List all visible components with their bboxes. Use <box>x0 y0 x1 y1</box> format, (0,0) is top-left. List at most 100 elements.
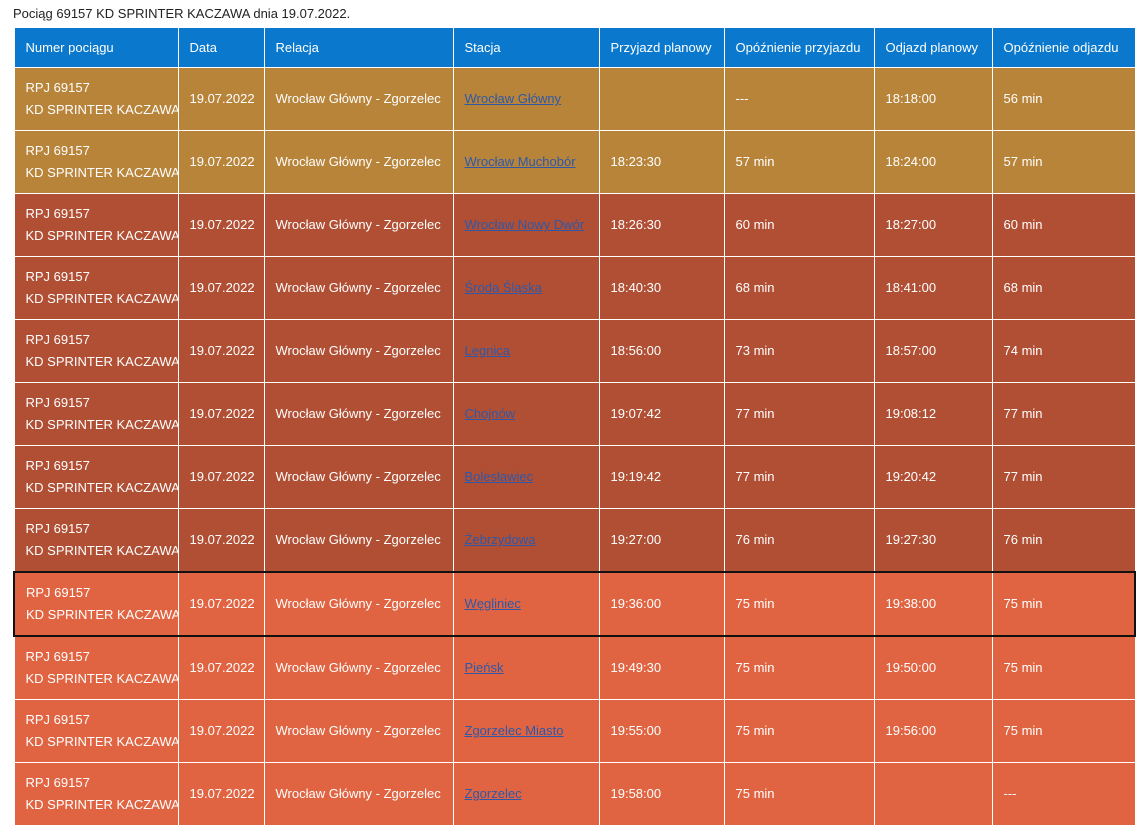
station-link[interactable]: Środa Śląska <box>464 280 542 295</box>
train-line: RPJ 69157 <box>25 143 90 158</box>
departure-delay-cell: 68 min <box>991 256 1136 320</box>
page-title: Pociąg 69157 KD SPRINTER KACZAWA dnia 19… <box>13 6 351 21</box>
arrival-delay-cell: 68 min <box>723 256 875 320</box>
departure-delay-cell: 57 min <box>991 130 1136 194</box>
relation-cell: Wrocław Główny - Zgorzelec <box>263 508 454 573</box>
relation-cell: Wrocław Główny - Zgorzelec <box>263 635 454 700</box>
train-cell: RPJ 69157 KD SPRINTER KACZAWA <box>13 193 179 257</box>
arrival-delay-cell: 75 min <box>723 571 875 637</box>
relation-cell: Wrocław Główny - Zgorzelec <box>263 699 454 763</box>
table-row: RPJ 69157 KD SPRINTER KACZAWA 19.07.2022 Wr… <box>13 635 1136 700</box>
column-header: Opóźnienie przyjazdu <box>723 28 875 68</box>
train-cell: RPJ 69157 KD SPRINTER KACZAWA <box>13 382 179 446</box>
arrival-cell: 18:56:00 <box>598 319 725 383</box>
relation-cell: Wrocław Główny - Zgorzelec <box>263 571 454 637</box>
station-link[interactable]: Wrocław Główny <box>464 91 562 106</box>
station-link[interactable]: Wrocław Nowy Dwór <box>464 217 585 232</box>
train-line: RPJ 69157 <box>26 585 91 600</box>
train-line: KD SPRINTER KACZAWA <box>25 734 178 749</box>
table-row: RPJ 69157 KD SPRINTER KACZAWA 19.07.2022 Wr… <box>13 508 1136 573</box>
relation-cell: Wrocław Główny - Zgorzelec <box>263 445 454 509</box>
departure-delay-cell: --- <box>991 762 1136 826</box>
train-line: RPJ 69157 <box>25 775 90 790</box>
departure-delay-cell: 60 min <box>991 193 1136 257</box>
train-cell: RPJ 69157 KD SPRINTER KACZAWA <box>13 445 179 509</box>
relation-cell: Wrocław Główny - Zgorzelec <box>263 762 454 826</box>
table-row: RPJ 69157 KD SPRINTER KACZAWA 19.07.2022 Wr… <box>13 130 1136 194</box>
arrival-delay-cell: 75 min <box>723 635 875 700</box>
arrival-delay-cell: 73 min <box>723 319 875 383</box>
train-line: KD SPRINTER KACZAWA <box>25 354 178 369</box>
train-line: RPJ 69157 <box>25 269 90 284</box>
departure-cell: 18:24:00 <box>873 130 993 194</box>
date-cell: 19.07.2022 <box>177 382 265 446</box>
train-cell: RPJ 69157 KD SPRINTER KACZAWA <box>13 635 179 700</box>
train-line: RPJ 69157 <box>25 395 90 410</box>
arrival-delay-cell: 57 min <box>723 130 875 194</box>
train-line: RPJ 69157 <box>25 206 90 221</box>
date-cell: 19.07.2022 <box>177 508 265 573</box>
date-cell: 19.07.2022 <box>177 571 265 637</box>
station-cell: Chojnów <box>452 382 600 446</box>
train-cell: RPJ 69157 KD SPRINTER KACZAWA <box>13 130 179 194</box>
arrival-delay-cell: 75 min <box>723 762 875 826</box>
station-link[interactable]: Pieńsk <box>464 660 504 675</box>
station-link[interactable]: Wrocław Muchobór <box>464 154 576 169</box>
column-header: Stacja <box>452 28 600 68</box>
table-row: RPJ 69157 KD SPRINTER KACZAWA 19.07.2022 Wr… <box>13 67 1136 131</box>
station-cell: Węgliniec <box>452 571 600 637</box>
date-cell: 19.07.2022 <box>177 256 265 320</box>
arrival-cell: 18:26:30 <box>598 193 725 257</box>
station-cell: Wrocław Nowy Dwór <box>452 193 600 257</box>
arrival-cell <box>598 67 725 131</box>
departure-delay-cell: 77 min <box>991 445 1136 509</box>
station-link[interactable]: Bolesławiec <box>464 469 534 484</box>
relation-cell: Wrocław Główny - Zgorzelec <box>263 193 454 257</box>
station-link[interactable]: Zgorzelec <box>464 786 522 801</box>
departure-cell: 19:20:42 <box>873 445 993 509</box>
arrival-delay-cell: 76 min <box>723 508 875 573</box>
relation-cell: Wrocław Główny - Zgorzelec <box>263 382 454 446</box>
arrival-cell: 19:36:00 <box>598 571 725 637</box>
station-cell: Środa Śląska <box>452 256 600 320</box>
station-link[interactable]: Chojnów <box>464 406 516 421</box>
relation-cell: Wrocław Główny - Zgorzelec <box>263 319 454 383</box>
departure-delay-cell: 77 min <box>991 382 1136 446</box>
station-link[interactable]: Legnica <box>464 343 511 358</box>
table-row: RPJ 69157 KD SPRINTER KACZAWA 19.07.2022 Wr… <box>13 762 1136 826</box>
train-cell: RPJ 69157 KD SPRINTER KACZAWA <box>13 699 179 763</box>
departure-delay-cell: 75 min <box>991 571 1136 637</box>
table-row: RPJ 69157 KD SPRINTER KACZAWA 19.07.2022 Wr… <box>13 256 1136 320</box>
train-cell: RPJ 69157 KD SPRINTER KACZAWA <box>13 319 179 383</box>
date-cell: 19.07.2022 <box>177 762 265 826</box>
relation-cell: Wrocław Główny - Zgorzelec <box>263 130 454 194</box>
arrival-cell: 19:27:00 <box>598 508 725 573</box>
date-cell: 19.07.2022 <box>177 67 265 131</box>
train-cell: RPJ 69157 KD SPRINTER KACZAWA <box>13 256 179 320</box>
departure-delay-cell: 75 min <box>991 699 1136 763</box>
train-line: RPJ 69157 <box>25 521 90 536</box>
station-cell: Zgorzelec <box>452 762 600 826</box>
table-row: RPJ 69157 KD SPRINTER KACZAWA 19.07.2022 Wr… <box>13 382 1136 446</box>
train-line: KD SPRINTER KACZAWA <box>25 797 178 812</box>
train-line: KD SPRINTER KACZAWA <box>26 607 178 622</box>
arrival-cell: 19:58:00 <box>598 762 725 826</box>
table-row: RPJ 69157 KD SPRINTER KACZAWA 19.07.2022 Wr… <box>13 319 1136 383</box>
station-link[interactable]: Węgliniec <box>464 596 521 611</box>
arrival-cell: 19:19:42 <box>598 445 725 509</box>
train-line: KD SPRINTER KACZAWA <box>25 228 178 243</box>
departure-cell <box>873 762 993 826</box>
column-header: Numer pociągu <box>13 28 179 68</box>
relation-cell: Wrocław Główny - Zgorzelec <box>263 67 454 131</box>
train-line: KD SPRINTER KACZAWA <box>25 102 178 117</box>
arrival-delay-cell: 77 min <box>723 382 875 446</box>
train-line: KD SPRINTER KACZAWA <box>25 291 178 306</box>
date-cell: 19.07.2022 <box>177 319 265 383</box>
station-cell: Zgorzelec Miasto <box>452 699 600 763</box>
station-link[interactable]: Zgorzelec Miasto <box>464 723 564 738</box>
departure-delay-cell: 74 min <box>991 319 1136 383</box>
arrival-cell: 18:23:30 <box>598 130 725 194</box>
train-cell: RPJ 69157 KD SPRINTER KACZAWA <box>13 762 179 826</box>
station-link[interactable]: Żebrzydowa <box>464 532 536 547</box>
departure-cell: 18:57:00 <box>873 319 993 383</box>
